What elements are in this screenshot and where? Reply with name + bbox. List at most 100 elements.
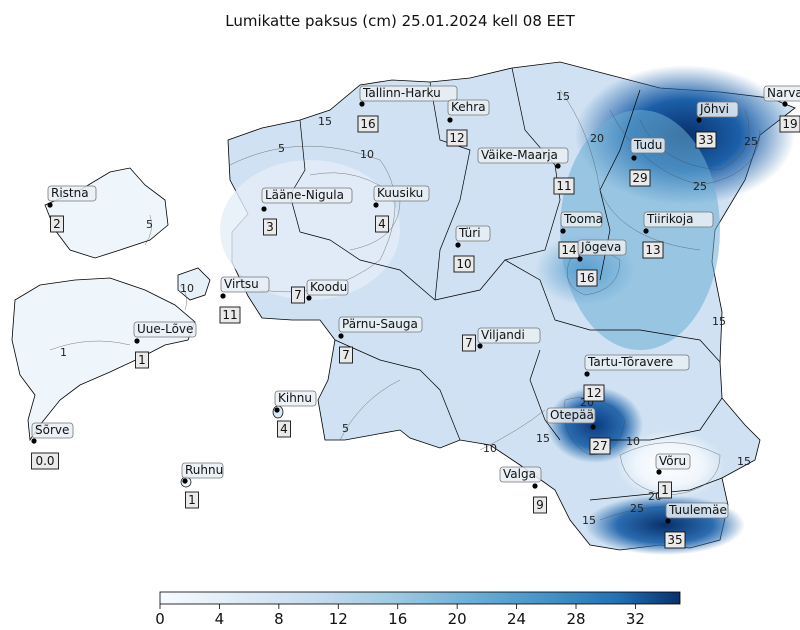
station-group: Tallinn-Harku16Kehra12Narva19Jõhvi33Väik… — [31, 85, 800, 549]
station-dot — [274, 407, 280, 413]
island-saaremaa — [11, 277, 196, 442]
contour-label: 15 — [582, 514, 596, 527]
colorbar-tick-label: 28 — [566, 610, 585, 628]
station-name: Otepää — [550, 408, 594, 422]
station-value-box — [533, 496, 547, 514]
station-value-box — [589, 437, 611, 455]
station-dot — [656, 469, 662, 475]
station-dot — [134, 338, 140, 344]
station-value: 12 — [449, 131, 464, 145]
station-marker: Tallinn-Harku 16 — [357, 85, 458, 133]
station-value-box — [219, 306, 241, 324]
station-name: Väike-Maarja — [481, 148, 558, 162]
station-value-box — [642, 241, 664, 259]
station-marker: Narva 19 — [763, 85, 800, 133]
station-name: Türi — [458, 226, 481, 240]
station-name: Tallinn-Harku — [362, 86, 441, 100]
station-value: 11 — [556, 179, 571, 193]
station-value-box — [453, 255, 475, 273]
station-name-box — [373, 185, 430, 202]
station-value: 12 — [586, 386, 601, 400]
station-name: Kihnu — [278, 391, 312, 405]
colorbar-ticks: 0 4 8 12 16 20 24 28 32 — [155, 604, 645, 628]
station-name-box — [359, 85, 458, 102]
colorbar-tick-label: 0 — [155, 610, 165, 628]
station-value-box — [263, 218, 277, 236]
station-name-box — [560, 211, 603, 228]
station-name-box — [274, 390, 317, 407]
station-value-box — [695, 131, 717, 149]
contour-label: 10 — [360, 148, 374, 161]
station-dot — [555, 163, 561, 169]
station-value: 35 — [667, 533, 682, 547]
island-hiiumaa — [44, 167, 169, 259]
station-value-box — [583, 384, 605, 402]
station-name-box — [665, 502, 729, 519]
station-value-box — [31, 452, 59, 470]
station-name: Pärnu-Sauga — [342, 317, 418, 331]
station-value-box — [339, 346, 353, 364]
station-value: 1 — [138, 353, 146, 367]
station-value: 13 — [645, 243, 660, 257]
station-marker: Tooma 14 — [558, 211, 603, 259]
station-marker: Viljandi 7 — [462, 327, 541, 352]
station-name-box — [447, 99, 490, 116]
station-dot — [782, 101, 788, 107]
station-value: 1 — [661, 483, 669, 497]
colorbar-tick-label: 4 — [215, 610, 225, 628]
station-value: 4 — [378, 217, 386, 231]
station-value-box — [658, 481, 672, 499]
station-value: 16 — [579, 271, 594, 285]
station-name-box — [630, 137, 666, 154]
colorbar-tick-label: 16 — [388, 610, 407, 628]
station-name: Tuulemäe — [668, 503, 727, 517]
station-dot — [477, 343, 483, 349]
station-value-box — [50, 215, 64, 233]
station-name-box — [499, 466, 542, 483]
station-marker: Jõhvi 33 — [695, 101, 739, 149]
station-dot — [643, 228, 649, 234]
station-name: Ruhnu — [185, 463, 223, 477]
station-name: Koodu — [310, 280, 347, 294]
station-dot — [631, 155, 637, 161]
station-value: 16 — [360, 117, 375, 131]
station-name: Tiirikoja — [646, 212, 693, 226]
station-dot — [447, 117, 453, 123]
station-name: Kuusiku — [377, 186, 423, 200]
station-value-box — [779, 115, 800, 133]
station-marker: Jõgeva 16 — [576, 239, 627, 287]
station-value: 1 — [188, 493, 196, 507]
station-value-box — [553, 177, 575, 195]
station-name-box — [477, 147, 569, 164]
station-value: 19 — [782, 117, 797, 131]
station-dot — [47, 202, 53, 208]
station-dot — [182, 478, 188, 484]
station-name: Jõhvi — [699, 102, 729, 116]
station-dot — [532, 483, 538, 489]
station-value: 7 — [465, 336, 473, 350]
station-dot — [31, 438, 37, 444]
contour-label: 10 — [483, 442, 497, 455]
station-name: Tartu-Tõravere — [587, 355, 673, 369]
station-name-box — [220, 276, 270, 293]
contour-label: 1 — [60, 346, 67, 359]
station-marker: Otepää 27 — [546, 407, 611, 455]
station-name: Jõgeva — [580, 240, 621, 254]
map-title: Lumikatte paksus (cm) 25.01.2024 kell 08… — [225, 12, 575, 30]
contour-label: 15 — [536, 432, 550, 445]
station-marker: Kuusiku 4 — [373, 185, 430, 233]
station-marker: Sõrve 0.0 — [31, 422, 74, 470]
station-dot — [455, 242, 461, 248]
colorbar-tick-label: 24 — [507, 610, 526, 628]
station-value-box — [135, 351, 149, 369]
station-marker: Uue-Lõve 1 — [133, 321, 197, 369]
otepaa-high-area — [547, 387, 643, 463]
contour-label: 10 — [180, 282, 194, 295]
station-name-box — [306, 279, 349, 296]
contour-label: 10 — [626, 435, 640, 448]
station-value: 29 — [632, 171, 647, 185]
station-name: Narva — [767, 86, 800, 100]
station-marker: Pärnu-Sauga 7 — [338, 316, 423, 364]
station-name-box — [584, 354, 690, 371]
